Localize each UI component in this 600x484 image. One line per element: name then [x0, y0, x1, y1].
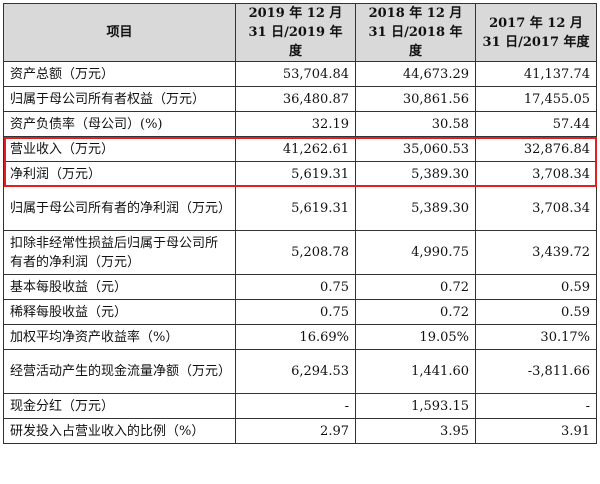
header-row: 项目 2019 年 12 月 31 日/2019 年度 2018 年 12 月 …: [3, 3, 597, 62]
cell-2019: 6,294.53: [235, 349, 356, 394]
table-row: 经营活动产生的现金流量净额（万元） 6,294.53 1,441.60 -3,8…: [3, 349, 597, 394]
cell-2017: 57.44: [475, 111, 597, 137]
cell-2019: -: [235, 393, 356, 419]
cell-2017: 30.17%: [475, 324, 597, 350]
row-label: 现金分红（万元）: [3, 393, 236, 419]
cell-2018: 1,593.15: [355, 393, 476, 419]
table-row: 资产总额（万元） 53,704.84 44,673.29 41,137.74: [3, 61, 597, 87]
cell-2017: 0.59: [475, 274, 597, 300]
table-row: 研发投入占营业收入的比例（%） 2.97 3.95 3.91: [3, 418, 597, 444]
cell-2017: 3.91: [475, 418, 597, 444]
table-row: 归属于母公司所有者权益（万元） 36,480.87 30,861.56 17,4…: [3, 86, 597, 112]
cell-2018: 30,861.56: [355, 86, 476, 112]
row-label: 基本每股收益（元）: [3, 274, 236, 300]
row-label: 营业收入（万元）: [3, 136, 236, 162]
cell-2019: 41,262.61: [235, 136, 356, 162]
cell-2019: 16.69%: [235, 324, 356, 350]
header-item: 项目: [3, 3, 236, 62]
cell-2018: 5,389.30: [355, 186, 476, 231]
header-2019: 2019 年 12 月 31 日/2019 年度: [235, 3, 356, 62]
cell-2017: -3,811.66: [475, 349, 597, 394]
row-label: 归属于母公司所有者权益（万元）: [3, 86, 236, 112]
cell-2018: 0.72: [355, 299, 476, 325]
cell-2017: 32,876.84: [475, 136, 597, 162]
row-label: 研发投入占营业收入的比例（%）: [3, 418, 236, 444]
table-row-highlighted: 净利润（万元） 5,619.31 5,389.30 3,708.34: [3, 161, 597, 187]
row-label: 稀释每股收益（元）: [3, 299, 236, 325]
cell-2018: 0.72: [355, 274, 476, 300]
row-label: 资产负债率（母公司）(%): [3, 111, 236, 137]
table-row: 归属于母公司所有者的净利润（万元） 5,619.31 5,389.30 3,70…: [3, 186, 597, 231]
table-row: 资产负债率（母公司）(%) 32.19 30.58 57.44: [3, 111, 597, 137]
cell-2017: 17,455.05: [475, 86, 597, 112]
table-row: 基本每股收益（元） 0.75 0.72 0.59: [3, 274, 597, 300]
cell-2018: 3.95: [355, 418, 476, 444]
cell-2018: 4,990.75: [355, 230, 476, 275]
cell-2017: 41,137.74: [475, 61, 597, 87]
row-label: 加权平均净资产收益率（%）: [3, 324, 236, 350]
cell-2019: 5,619.31: [235, 186, 356, 231]
cell-2017: 0.59: [475, 299, 597, 325]
financial-summary-table: 项目 2019 年 12 月 31 日/2019 年度 2018 年 12 月 …: [3, 3, 597, 444]
cell-2018: 5,389.30: [355, 161, 476, 187]
header-2018: 2018 年 12 月 31 日/2018 年度: [355, 3, 476, 62]
cell-2018: 44,673.29: [355, 61, 476, 87]
cell-2017: 3,439.72: [475, 230, 597, 275]
cell-2018: 19.05%: [355, 324, 476, 350]
cell-2018: 35,060.53: [355, 136, 476, 162]
cell-2019: 2.97: [235, 418, 356, 444]
table-row: 扣除非经常性损益后归属于母公司所有者的净利润（万元） 5,208.78 4,99…: [3, 230, 597, 275]
cell-2019: 0.75: [235, 274, 356, 300]
table-row-highlighted: 营业收入（万元） 41,262.61 35,060.53 32,876.84: [3, 136, 597, 162]
cell-2018: 1,441.60: [355, 349, 476, 394]
cell-2019: 53,704.84: [235, 61, 356, 87]
table-row: 加权平均净资产收益率（%） 16.69% 19.05% 30.17%: [3, 324, 597, 350]
table-row: 稀释每股收益（元） 0.75 0.72 0.59: [3, 299, 597, 325]
row-label: 扣除非经常性损益后归属于母公司所有者的净利润（万元）: [3, 230, 236, 275]
row-label: 资产总额（万元）: [3, 61, 236, 87]
cell-2019: 5,619.31: [235, 161, 356, 187]
cell-2017: 3,708.34: [475, 186, 597, 231]
header-2017: 2017 年 12 月 31 日/2017 年度: [475, 3, 597, 62]
cell-2017: 3,708.34: [475, 161, 597, 187]
row-label: 经营活动产生的现金流量净额（万元）: [3, 349, 236, 394]
cell-2019: 5,208.78: [235, 230, 356, 275]
cell-2019: 0.75: [235, 299, 356, 325]
cell-2019: 36,480.87: [235, 86, 356, 112]
row-label: 归属于母公司所有者的净利润（万元）: [3, 186, 236, 231]
cell-2018: 30.58: [355, 111, 476, 137]
cell-2019: 32.19: [235, 111, 356, 137]
table-row: 现金分红（万元） - 1,593.15 -: [3, 393, 597, 419]
row-label: 净利润（万元）: [3, 161, 236, 187]
cell-2017: -: [475, 393, 597, 419]
